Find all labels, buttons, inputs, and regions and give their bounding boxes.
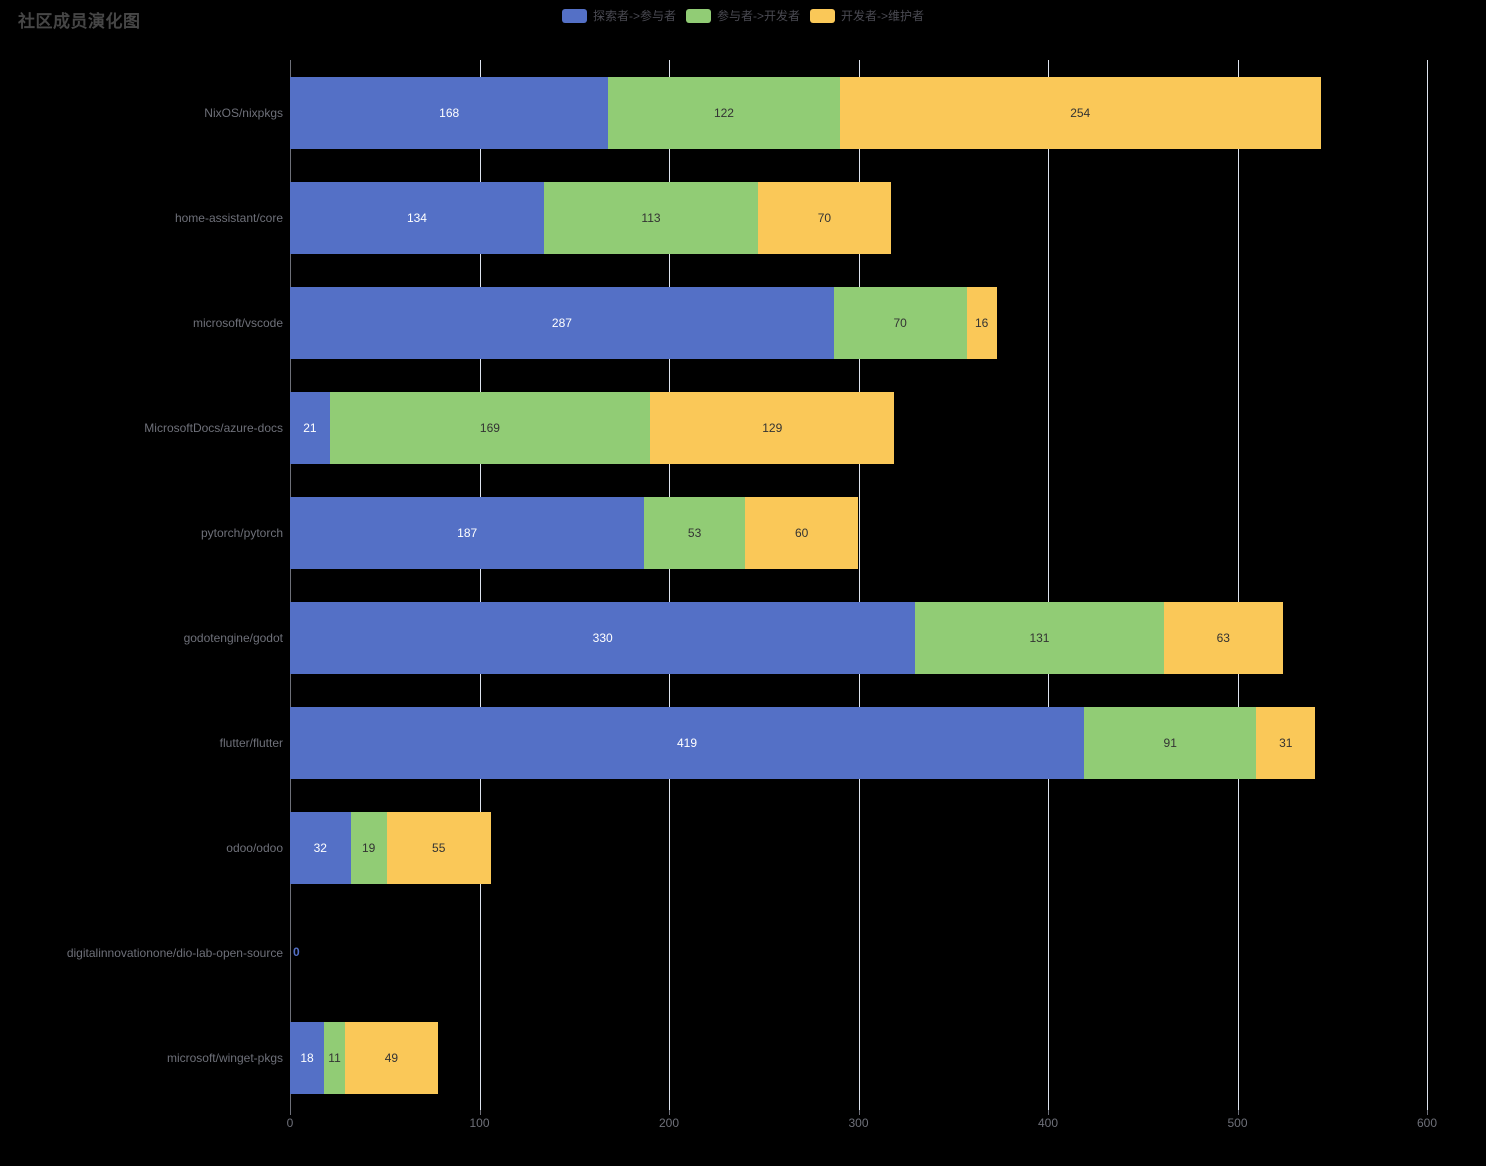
y-axis-label: flutter/flutter (219, 735, 283, 750)
y-axis-label: pytorch/pytorch (200, 525, 283, 540)
bar-segment-1[interactable]: 113 (543, 181, 759, 254)
bar-segment-2[interactable]: 31 (1256, 706, 1316, 779)
legend-swatch-icon (561, 8, 587, 23)
x-axis-label: 400 (1037, 1116, 1059, 1130)
legend-item-label: 参与者->开发者 (716, 9, 800, 23)
bar-segment-1[interactable]: 122 (608, 76, 840, 149)
bar-segment-2[interactable]: 254 (839, 76, 1321, 149)
bar-row: 287 70 16 (290, 286, 997, 359)
grid-line (1237, 60, 1239, 1110)
bar-row: 134 113 70 (290, 181, 891, 254)
x-axis-tick (858, 1110, 860, 1115)
y-axis-line (290, 60, 291, 1110)
bar-segment-1[interactable]: 11 (324, 1021, 345, 1094)
bar-segment-0[interactable]: 134 (290, 181, 544, 254)
bar-row: 187 53 60 (290, 496, 859, 569)
bar-segment-2[interactable]: 63 (1163, 601, 1283, 674)
legend: 探索者->参与者 参与者->开发者 开发者->维护者 (0, 7, 1486, 24)
y-axis-label: godotengine/godot (183, 630, 283, 645)
x-axis-tick (1048, 1110, 1049, 1115)
bar-segment-1[interactable]: 169 (329, 391, 651, 464)
x-axis-tick (1237, 1110, 1239, 1115)
y-axis-label: digitalinnovationone/dio-lab-open-source (66, 945, 283, 960)
bar-row: 18 11 49 (290, 1021, 438, 1094)
bar-zero-value-label: 0 (293, 944, 300, 959)
legend-item-label: 开发者->维护者 (841, 9, 925, 23)
chart-title: 社区成员演化图 (18, 12, 141, 31)
legend-item-label: 探索者->参与者 (592, 9, 676, 23)
bar-segment-2[interactable]: 49 (344, 1021, 438, 1094)
bar-segment-1[interactable]: 53 (644, 496, 745, 569)
bar-row: 168 122 254 (290, 76, 1321, 149)
bar-segment-1[interactable]: 131 (915, 601, 1164, 674)
bar-segment-0[interactable]: 18 (290, 1021, 325, 1094)
y-axis-label: NixOS/nixpkgs (204, 105, 283, 120)
x-axis-label: 500 (1227, 1116, 1248, 1130)
legend-swatch-icon (810, 8, 835, 23)
bar-segment-2[interactable]: 60 (744, 496, 859, 569)
bar-segment-0[interactable]: 287 (290, 286, 834, 359)
grid-line (669, 60, 670, 1110)
grid-line (1427, 60, 1428, 1110)
bar-segment-0[interactable]: 21 (290, 391, 330, 464)
y-axis-label: microsoft/winget-pkgs (166, 1050, 283, 1065)
x-axis-tick (290, 1110, 291, 1115)
x-axis-tick (1427, 1110, 1428, 1115)
legend-item-1[interactable]: 参与者->开发者 (685, 7, 800, 24)
x-axis-label: 200 (658, 1116, 680, 1130)
bar-segment-0[interactable]: 32 (290, 811, 351, 884)
x-axis-label: 100 (469, 1116, 490, 1130)
bar-segment-0[interactable]: 168 (290, 76, 609, 149)
x-axis-label: 300 (848, 1116, 869, 1130)
bar-row: 330 131 63 (290, 601, 1283, 674)
y-axis-label: microsoft/vscode (192, 315, 283, 330)
x-axis-tick (479, 1110, 481, 1115)
bar-segment-1[interactable]: 70 (833, 286, 967, 359)
bar-segment-2[interactable]: 55 (386, 811, 491, 884)
x-axis-label: 600 (1416, 1116, 1438, 1130)
bar-segment-1[interactable]: 19 (350, 811, 387, 884)
y-axis-label: odoo/odoo (226, 840, 283, 855)
y-axis-label: home-assistant/core (174, 210, 283, 225)
bar-segment-2[interactable]: 70 (758, 181, 891, 254)
bar-row: 21 169 129 (290, 391, 895, 464)
y-axis-label: MicrosoftDocs/azure-docs (144, 420, 283, 435)
legend-item-2[interactable]: 开发者->维护者 (810, 7, 924, 24)
grid-line (479, 60, 481, 1110)
legend-swatch-icon (685, 8, 711, 23)
bar-row: 419 91 31 (290, 706, 1316, 779)
grid-line (858, 60, 860, 1110)
bar-segment-0[interactable]: 330 (290, 601, 916, 674)
grid-line (1048, 60, 1049, 1110)
legend-item-0[interactable]: 探索者->参与者 (561, 7, 676, 24)
x-axis-label: 0 (286, 1116, 294, 1130)
bar-row: 32 19 55 (290, 811, 491, 884)
bar-segment-2[interactable]: 129 (650, 391, 895, 464)
x-axis-tick (669, 1110, 670, 1115)
bar-segment-0[interactable]: 187 (290, 496, 645, 569)
bar-segment-0[interactable]: 419 (290, 706, 1084, 779)
bar-segment-2[interactable]: 16 (966, 286, 997, 359)
bar-segment-1[interactable]: 91 (1084, 706, 1257, 779)
